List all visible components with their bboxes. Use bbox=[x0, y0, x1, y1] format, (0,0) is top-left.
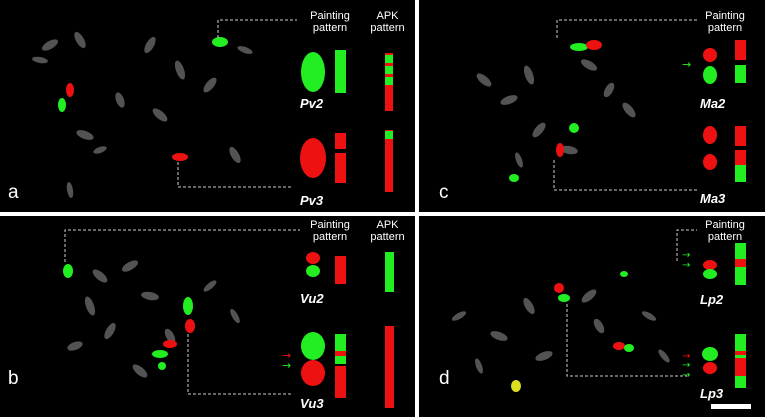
svg-text:→: → bbox=[682, 58, 691, 71]
chromosome-label: Vu2 bbox=[300, 291, 324, 306]
scale-bar bbox=[711, 404, 751, 409]
svg-text:→: → bbox=[682, 260, 690, 271]
painting-pattern-header: Painting pattern bbox=[705, 219, 745, 243]
painting-pattern-header: Painting pattern bbox=[310, 219, 350, 243]
panel-c-image: → bbox=[476, 19, 746, 191]
chromosome-label: Lp2 bbox=[700, 292, 724, 307]
panel-d-image: → → → → → bbox=[451, 229, 746, 392]
painting-pattern-header: Painting pattern bbox=[310, 10, 350, 34]
chromosome-label: Lp3 bbox=[700, 386, 724, 401]
svg-text:→: → bbox=[282, 359, 291, 372]
panel-a: a Painting pattern APK pattern Pv2 Pv3 bbox=[0, 0, 415, 212]
panel-label: b bbox=[8, 368, 19, 389]
chromosome-label: Ma2 bbox=[700, 96, 726, 111]
panel-a-image bbox=[32, 19, 393, 198]
apk-pattern-header: APK pattern bbox=[370, 10, 405, 34]
svg-text:→: → bbox=[682, 351, 690, 362]
panel-c: → c Painting pattern Ma2 Ma3 bbox=[419, 0, 765, 212]
svg-text:→: → bbox=[682, 370, 690, 381]
chromosome-label: Vu3 bbox=[300, 396, 324, 411]
panel-d: → → → → → d Painting pattern Lp2 Lp3 bbox=[419, 216, 765, 417]
svg-text:→: → bbox=[682, 250, 690, 261]
panel-label: d bbox=[439, 368, 450, 389]
painting-pattern-header: Painting pattern bbox=[705, 10, 745, 34]
panel-b-image: → → bbox=[63, 229, 394, 408]
svg-text:→: → bbox=[282, 349, 291, 362]
apk-pattern-header: APK pattern bbox=[370, 219, 405, 243]
panel-label: c bbox=[439, 182, 449, 203]
chromosome-label: Pv2 bbox=[300, 96, 324, 111]
panel-b: → → b Painting pattern APK pattern Vu2 V… bbox=[0, 216, 415, 417]
chromosome-label: Ma3 bbox=[700, 191, 726, 206]
svg-text:→: → bbox=[682, 360, 690, 371]
panel-label: a bbox=[8, 182, 19, 203]
chromosome-label: Pv3 bbox=[300, 193, 324, 208]
